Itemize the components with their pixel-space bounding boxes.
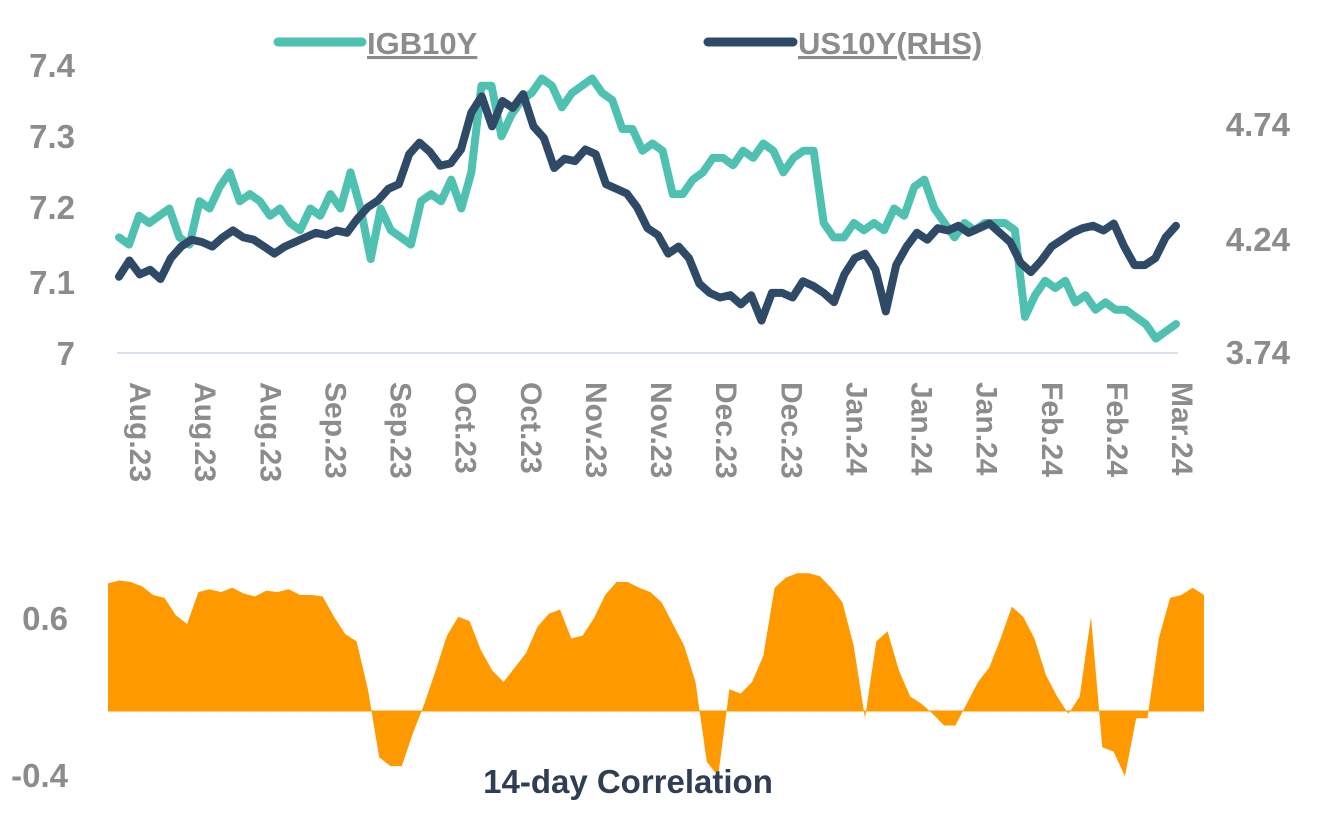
- x-axis-tick: Aug.23: [123, 382, 156, 482]
- right-axis: 4.74 4.24 3.74: [1226, 106, 1291, 371]
- left-axis-tick: 7.4: [29, 47, 76, 84]
- x-axis-tick: Jan.24: [970, 382, 1003, 476]
- x-axis-tick: Jan.24: [839, 382, 872, 476]
- x-axis-tick: Nov.23: [644, 382, 677, 478]
- left-axis-tick: 7.2: [29, 189, 75, 226]
- x-axis-tick: Oct.23: [514, 382, 547, 474]
- left-axis: 7.4 7.3 7.2 7.1 7: [29, 47, 76, 372]
- x-axis-tick: Aug.23: [253, 382, 286, 482]
- x-axis-tick: Mar.24: [1165, 382, 1198, 476]
- series-line-us10y: [115, 90, 1180, 325]
- correlation-area: [108, 573, 1204, 777]
- series-line-igb10y: [115, 74, 1180, 343]
- correlation-area-layer: [108, 573, 1204, 777]
- left-axis-tick: 7.1: [29, 264, 75, 301]
- legend-label-us10y: US10Y(RHS): [798, 26, 982, 61]
- correlation-title: 14-day Correlation: [483, 763, 773, 800]
- x-axis: Aug.23 Aug.23 Aug.23 Sep.23 Sep.23 Oct.23 Oct.…: [123, 382, 1198, 482]
- right-axis-tick: 4.74: [1226, 106, 1291, 143]
- x-axis-tick: Sep.23: [384, 382, 417, 479]
- legend-label-igb10y: IGB10Y: [367, 26, 478, 61]
- series-layer: [115, 74, 1180, 343]
- x-axis-tick: Nov.23: [579, 382, 612, 478]
- corr-axis-tick: 0.6: [22, 600, 68, 637]
- x-axis-tick: Aug.23: [188, 382, 221, 482]
- x-axis-tick: Feb.24: [1035, 382, 1068, 477]
- right-axis-tick: 4.24: [1226, 221, 1291, 258]
- x-axis-tick: Dec.23: [774, 382, 807, 479]
- x-axis-tick: Oct.23: [449, 382, 482, 474]
- corr-axis-tick: -0.4: [11, 757, 69, 794]
- x-axis-tick: Sep.23: [318, 382, 351, 479]
- left-axis-tick: 7: [57, 335, 75, 372]
- x-axis-tick: Feb.24: [1100, 382, 1133, 477]
- legend: IGB10Y US10Y(RHS): [273, 26, 982, 61]
- left-axis-tick: 7.3: [29, 118, 75, 155]
- right-axis-tick: 3.74: [1226, 334, 1291, 371]
- x-axis-tick: Dec.23: [709, 382, 742, 479]
- x-axis-tick: Jan.24: [905, 382, 938, 476]
